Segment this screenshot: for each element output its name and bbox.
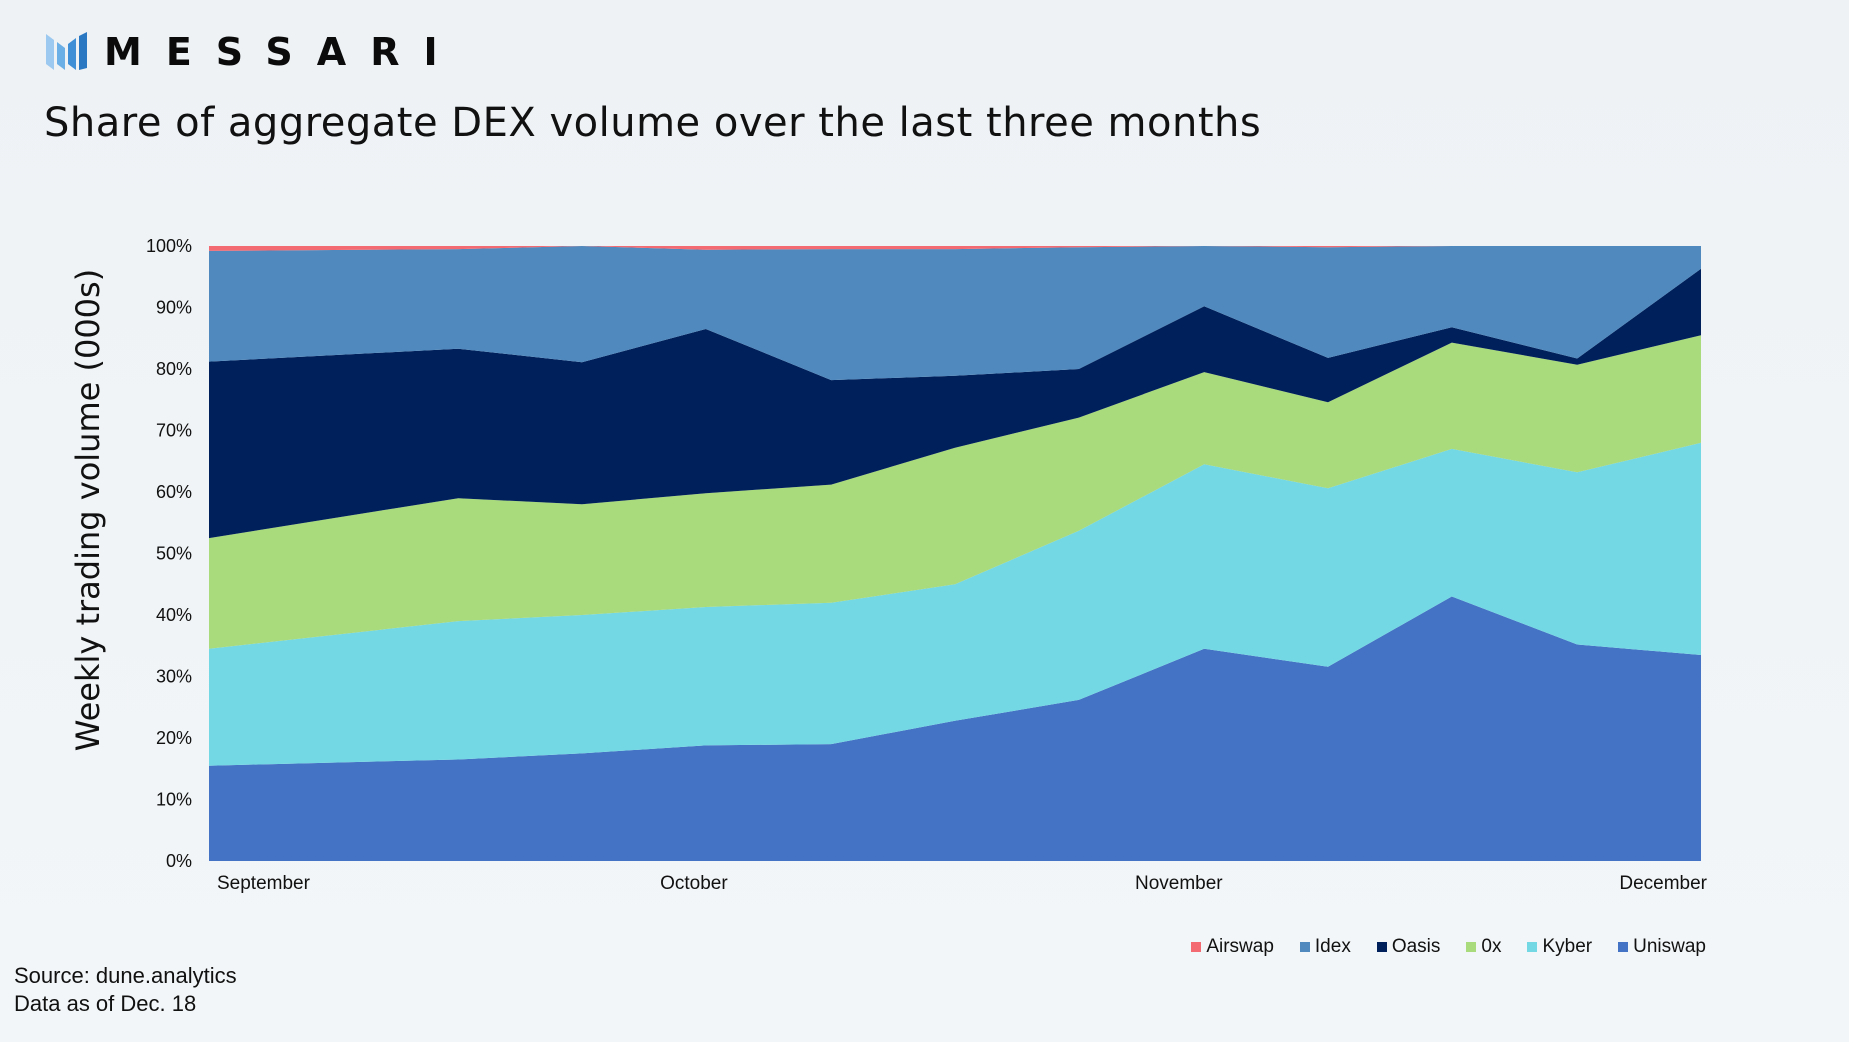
legend-swatch [1618,942,1629,952]
chart-legend: Airswap Idex Oasis 0x Kyber Uniswap [1191,936,1706,958]
stacked-area-chart: 0% 10% 20% 30% 40% 50% 60% 70% 80% 90% 100% Septem… [146,236,1708,894]
legend-label: Kyber [1542,936,1593,957]
y-tick-label: 50% [156,544,192,564]
legend-swatch [1299,942,1310,952]
y-tick-label: 20% [156,728,192,748]
legend-swatch [1376,942,1387,952]
legend-item-kyber: Kyber [1527,936,1592,958]
legend-swatch [1191,942,1202,952]
messari-logo: MESSARI [46,30,462,74]
legend-item-0x: 0x [1466,936,1501,958]
chart-title: Share of aggregate DEX volume over the l… [44,100,1262,146]
area-uniswap [209,596,1701,861]
y-tick-label: 70% [156,421,192,441]
chart-areas [209,246,1701,861]
y-tick-label: 0% [166,851,192,871]
legend-swatch [1527,942,1538,952]
x-tick-label: September [217,873,311,894]
y-tick-label: 40% [156,605,192,625]
legend-swatch [1466,942,1477,952]
y-tick-label: 30% [156,667,192,687]
legend-item-oasis: Oasis [1376,936,1441,958]
legend-item-airswap: Airswap [1191,936,1274,958]
x-tick-label: December [1619,873,1707,894]
y-tick-label: 80% [156,359,192,379]
legend-item-uniswap: Uniswap [1618,936,1706,958]
source-note: Source: dune.analytics Data as of Dec. 1… [14,962,237,1018]
area-kyber [209,442,1701,766]
source-text: Source: dune.analytics [14,963,237,988]
legend-label: Oasis [1391,936,1441,957]
x-axis-ticks: September October November December [217,873,1708,894]
legend-label: 0x [1481,936,1502,957]
y-tick-label: 100% [146,236,192,256]
asof-text: Data as of Dec. 18 [14,991,197,1016]
area-oasis [209,268,1701,539]
legend-label: Idex [1314,936,1351,957]
area-idex [209,246,1701,381]
x-tick-label: November [1135,873,1223,894]
area-0x [209,335,1701,649]
x-tick-label: October [660,873,728,894]
area-airswap [209,246,1701,251]
y-tick-label: 90% [156,298,192,318]
legend-label: Uniswap [1633,936,1706,957]
y-axis-ticks: 0% 10% 20% 30% 40% 50% 60% 70% 80% 90% 100% [146,236,192,871]
legend-label: Airswap [1206,936,1274,957]
legend-item-idex: Idex [1299,936,1351,958]
brand-wordmark: MESSARI [104,30,462,74]
y-tick-label: 60% [156,482,192,502]
y-tick-label: 10% [156,790,192,810]
messari-logo-icon [46,32,87,70]
